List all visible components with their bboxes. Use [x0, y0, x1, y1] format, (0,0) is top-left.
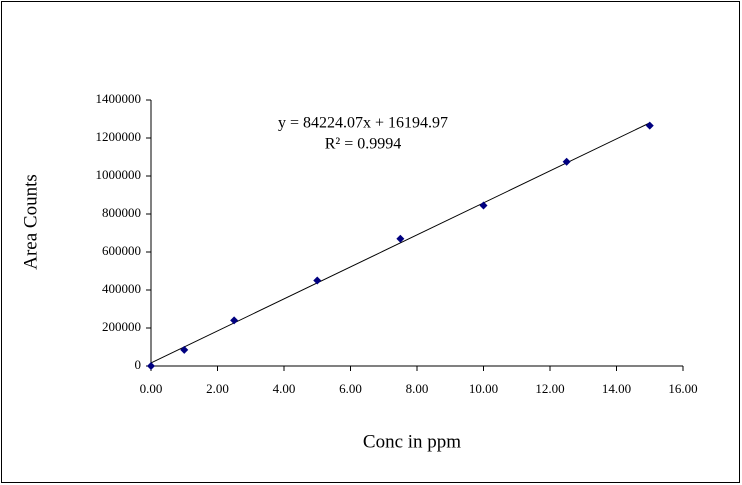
x-tick-label: 4.00	[273, 381, 296, 396]
y-tick-label: 1400000	[96, 91, 142, 106]
y-axis-title: Area Counts	[20, 174, 41, 270]
trendline-equation: y = 84224.07x + 16194.97	[278, 115, 448, 132]
data-point	[147, 362, 155, 370]
x-tick-label: 6.00	[339, 381, 362, 396]
y-tick-label: 200000	[102, 319, 141, 334]
y-tick-label: 600000	[102, 243, 141, 258]
x-tick-label: 10.00	[469, 381, 498, 396]
data-point	[313, 276, 322, 285]
y-tick-label: 0	[135, 357, 142, 372]
data-point	[396, 234, 405, 243]
x-tick-label: 0.00	[140, 381, 163, 396]
data-point	[180, 345, 189, 354]
r-squared: R² = 0.9994	[325, 136, 402, 153]
data-point	[645, 121, 654, 130]
x-tick-label: 16.00	[668, 381, 697, 396]
x-tick-label: 8.00	[406, 381, 429, 396]
x-tick-label: 12.00	[535, 381, 564, 396]
x-axis-title: Conc in ppm	[363, 431, 461, 452]
y-tick-label: 400000	[102, 281, 141, 296]
data-point	[230, 316, 239, 325]
x-tick-label: 2.00	[206, 381, 229, 396]
data-point	[562, 157, 571, 166]
x-tick-label: 14.00	[602, 381, 631, 396]
y-tick-label: 1000000	[96, 167, 142, 182]
y-tick-label: 800000	[102, 205, 141, 220]
y-tick-label: 1200000	[96, 129, 142, 144]
data-point	[479, 201, 488, 210]
